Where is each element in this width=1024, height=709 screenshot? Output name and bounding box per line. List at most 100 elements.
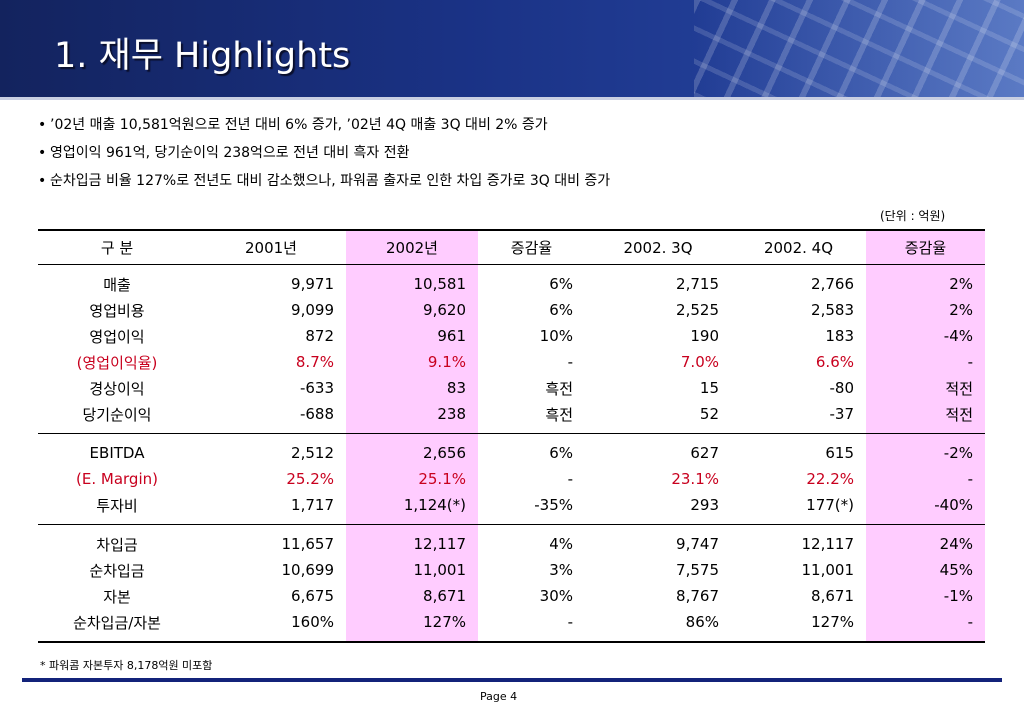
table-cell: 6% — [549, 301, 573, 319]
table-cell: 2,766 — [811, 275, 854, 293]
table-cell: -37 — [829, 405, 855, 423]
table-cell: 8,671 — [811, 587, 854, 605]
table-cell: 11,001 — [346, 557, 478, 583]
row-label: (E. Margin) — [76, 470, 158, 488]
summary-bullets: • ’02년 매출 10,581억원으로 전년 대비 6% 증가, ’02년 4Q… — [38, 115, 998, 199]
table-cell: 183 — [825, 327, 854, 345]
table-cell: 9,099 — [291, 301, 334, 319]
table-cell: 6% — [549, 275, 573, 293]
table-cell: - — [866, 609, 985, 642]
table-cell: 160% — [291, 613, 334, 631]
table-cell: -80 — [829, 379, 855, 397]
header-2002: 2002년 — [346, 230, 478, 265]
table-cell: 2,583 — [811, 301, 854, 319]
table-cell: - — [866, 349, 985, 375]
table-cell: 9,620 — [346, 297, 478, 323]
table-cell: 11,001 — [801, 561, 855, 579]
table-cell: 872 — [305, 327, 334, 345]
table-cell: 1,717 — [291, 496, 334, 514]
row-label: 영업이익 — [89, 327, 145, 346]
table-cell: - — [567, 353, 573, 371]
table-cell: -1% — [866, 583, 985, 609]
row-label: (영업이익율) — [76, 353, 158, 372]
footer-divider — [22, 678, 1002, 682]
table-cell: 25.2% — [286, 470, 334, 488]
table-row: 영업이익 872 961 10% 190 183 -4% — [38, 323, 985, 349]
table-row: 자본 6,675 8,671 30% 8,767 8,671 -1% — [38, 583, 985, 609]
row-label: 당기순이익 — [82, 405, 152, 424]
bullet-text: ’02년 매출 10,581억원으로 전년 대비 6% 증가, ’02년 4Q … — [50, 117, 548, 133]
table-cell: 7,575 — [676, 561, 719, 579]
financial-table: 구 분 2001년 2002년 증감율 2002. 3Q 2002. 4Q 증감율 매출 9,… — [38, 229, 985, 643]
table-cell: 11,657 — [281, 535, 335, 553]
table-cell: -4% — [866, 323, 985, 349]
table-cell: - — [567, 613, 573, 631]
table-row: (영업이익율) 8.7% 9.1% -7.0% 6.6% - — [38, 349, 985, 375]
header-2002-3q: 2002. 3Q — [623, 238, 693, 257]
table-cell: 127% — [346, 609, 478, 642]
table-cell: 22.2% — [806, 470, 854, 488]
table-cell: -35% — [534, 496, 573, 514]
table-cell: 10,699 — [281, 561, 335, 579]
table-cell: 127% — [811, 613, 854, 631]
table-cell: - — [567, 470, 573, 488]
table-cell: 961 — [346, 323, 478, 349]
table-cell: 23.1% — [671, 470, 719, 488]
table-cell: 7.0% — [680, 353, 719, 371]
table-cell: 6% — [549, 444, 573, 462]
bullet-mark: • — [38, 145, 47, 161]
table-group: 매출 9,971 10,581 6% 2,715 2,766 2% 영업비용 9,099 9,62… — [38, 264, 985, 434]
table-row: 순차입금 10,699 11,001 3% 7,575 11,001 45% — [38, 557, 985, 583]
table-cell: 2,525 — [676, 301, 719, 319]
bullet-text: 영업이익 961억, 당기순이익 238억으로 전년 대비 흑자 전환 — [50, 145, 410, 161]
table-cell: 흑전 — [545, 379, 573, 398]
bullet-item: • 순차입금 비율 127%로 전년도 대비 감소했으나, 파워콤 출자로 인한 … — [38, 171, 998, 199]
table-cell: 615 — [825, 444, 854, 462]
row-label: 순차입금/자본 — [73, 613, 161, 632]
table-cell: -40% — [866, 492, 985, 525]
header-qoq-change: 증감율 — [866, 230, 985, 265]
table-cell: 12,117 — [346, 524, 478, 557]
unit-note: (단위 : 억원) — [880, 209, 946, 223]
header-2001: 2001년 — [245, 239, 297, 257]
row-label: 경상이익 — [89, 379, 145, 398]
table-cell: 8,671 — [346, 583, 478, 609]
header-decoration — [694, 0, 1024, 97]
row-label: 차입금 — [96, 535, 138, 554]
table-cell: 30% — [539, 587, 573, 605]
table-row: 영업비용 9,099 9,620 6% 2,525 2,583 2% — [38, 297, 985, 323]
table-cell: 적전 — [866, 375, 985, 401]
table-cell: 293 — [690, 496, 719, 514]
row-label: 매출 — [103, 275, 131, 294]
table-cell: 8.7% — [295, 353, 334, 371]
bullet-text: 순차입금 비율 127%로 전년도 대비 감소했으나, 파워콤 출자로 인한 차… — [50, 173, 611, 189]
bullet-item: • 영업이익 961억, 당기순이익 238억으로 전년 대비 흑자 전환 — [38, 143, 998, 171]
page-number: Page 4 — [480, 690, 518, 703]
slide-title: 1. 재무 Highlights — [54, 36, 351, 76]
table-cell: -2% — [866, 433, 985, 466]
table-row: (E. Margin) 25.2% 25.1% -23.1% 22.2% - — [38, 466, 985, 492]
table-row: 투자비 1,717 1,124(*) -35% 293 177(*) -40% — [38, 492, 985, 525]
table-row: 순차입금/자본 160% 127% -86% 127% - — [38, 609, 985, 642]
table-row: 경상이익 -633 83 흑전 15 -80 적전 — [38, 375, 985, 401]
table-row: 당기순이익 -688 238 흑전 52 -37 적전 — [38, 401, 985, 434]
table-cell: 15 — [699, 379, 719, 397]
table-cell: 2% — [866, 264, 985, 297]
table-cell: 8,767 — [676, 587, 719, 605]
table-cell: 24% — [866, 524, 985, 557]
table-cell: 12,117 — [801, 535, 855, 553]
table-cell: 9.1% — [346, 349, 478, 375]
table-cell: 52 — [699, 405, 719, 423]
header-category: 구 분 — [100, 239, 134, 257]
table-cell: 6,675 — [291, 587, 334, 605]
table-row: 매출 9,971 10,581 6% 2,715 2,766 2% — [38, 264, 985, 297]
header-divider — [0, 97, 1024, 100]
table-cell: 3% — [549, 561, 573, 579]
table-cell: 25.1% — [346, 466, 478, 492]
table-cell: 2,715 — [676, 275, 719, 293]
row-label: 자본 — [103, 587, 131, 606]
bullet-item: • ’02년 매출 10,581억원으로 전년 대비 6% 증가, ’02년 4Q… — [38, 115, 998, 143]
table-cell: 9,747 — [676, 535, 719, 553]
table-cell: 흑전 — [545, 405, 573, 424]
footnote: * 파워콤 자본투자 8,178억원 미포함 — [40, 659, 213, 672]
